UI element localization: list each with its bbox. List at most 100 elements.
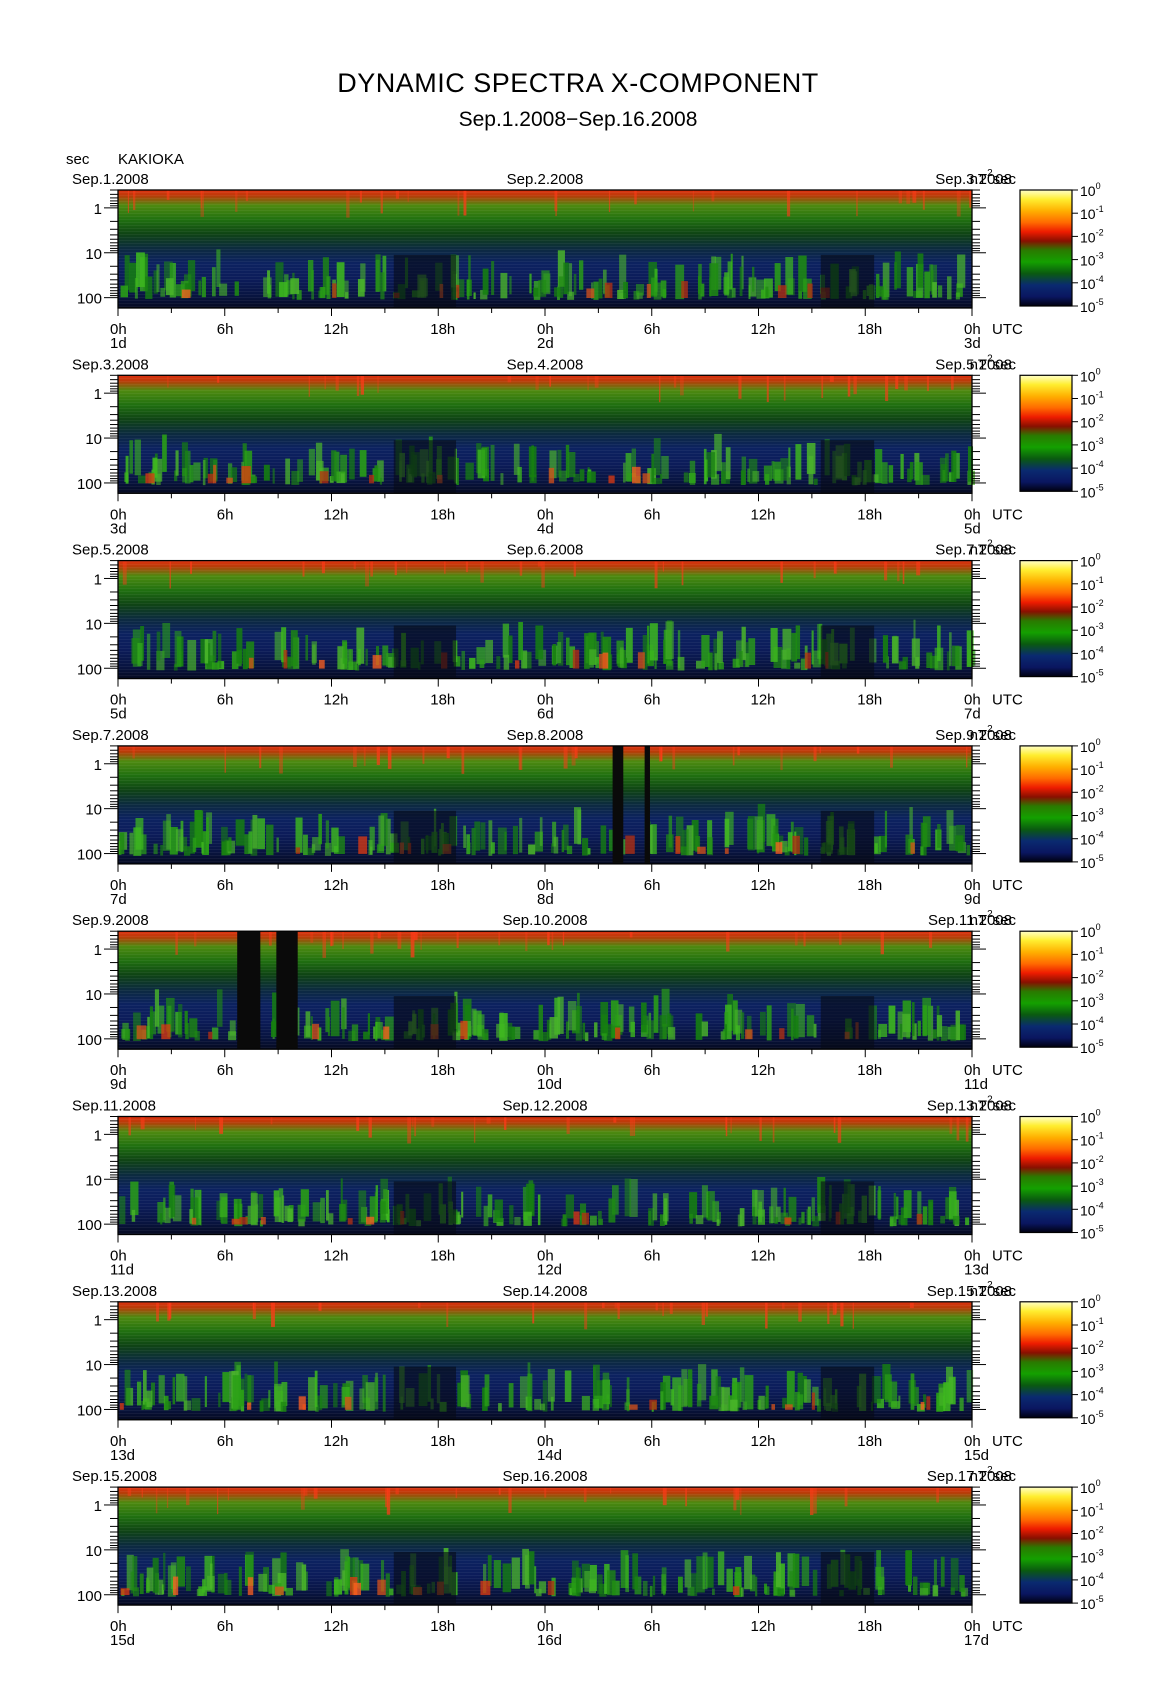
spectrum-streak — [245, 190, 249, 202]
spectrum-burst — [284, 1205, 290, 1221]
spectrum-streak — [122, 560, 127, 585]
spectrum-burst — [619, 292, 626, 299]
spectrum-hotspot — [247, 1402, 252, 1410]
spectrum-burst — [219, 283, 228, 296]
spectrum-burst — [912, 1002, 915, 1036]
spectrum-hotspot — [383, 1026, 390, 1040]
spectrum-streak — [685, 1487, 687, 1507]
spectrum-burst — [485, 639, 494, 664]
spectrum-burst — [137, 475, 147, 484]
spectrum-hotspot — [547, 1580, 555, 1596]
spectrum-burst — [571, 1577, 580, 1593]
spectrum-burst — [183, 1376, 188, 1411]
spectrum-burst — [697, 275, 702, 294]
spectrum-burst — [946, 810, 954, 844]
spectrum-burst — [706, 1556, 714, 1588]
spectrum-burst — [662, 1023, 668, 1039]
spectrum-burst — [281, 1381, 288, 1407]
spectrum-burst — [295, 817, 303, 853]
spectrum-quiet-zone — [393, 254, 457, 308]
x-tick-label: 12h — [751, 1062, 776, 1079]
spectrum-burst — [527, 1373, 533, 1412]
spectrum-burst — [457, 279, 465, 298]
spectrum-burst — [491, 842, 495, 854]
spectrum-streak — [346, 190, 350, 218]
spectrum-burst — [926, 652, 933, 668]
spectrum-burst — [589, 1564, 597, 1592]
spectrum-burst — [675, 264, 685, 300]
date-right: Sep.3.2008 — [935, 171, 1012, 188]
spectrum-burst — [258, 1194, 264, 1219]
colorbar-tick-label: 10-3 — [1080, 1177, 1104, 1195]
spectrum-burst — [224, 1572, 228, 1595]
spectrum-hotspot — [586, 288, 595, 298]
spectrum-burst — [631, 448, 637, 478]
colorbar — [1019, 745, 1073, 863]
spectrum-streak — [420, 931, 422, 950]
spectrum-streak — [387, 745, 392, 761]
spectrum-burst — [141, 1400, 144, 1411]
spectrum-burst — [333, 1383, 338, 1408]
spectrum-burst — [653, 438, 661, 476]
spectrum-burst — [907, 468, 912, 483]
spectrum-burst — [274, 1361, 278, 1399]
spectrum-burst — [746, 1015, 752, 1039]
spectrum-hotspot — [910, 842, 915, 854]
spectrum-burst — [882, 635, 889, 663]
spectrum-burst — [130, 1571, 134, 1594]
y-tick-label: 100 — [77, 1588, 102, 1605]
spectrum-burst — [884, 810, 888, 848]
spectrum-streak — [847, 375, 851, 397]
spectrum-burst — [326, 276, 331, 299]
spectrum-burst — [497, 827, 507, 855]
spectrum-burst — [878, 1023, 888, 1038]
spectrum-burst — [701, 635, 710, 667]
spectrum-streak — [227, 1487, 230, 1501]
spectrum-burst — [919, 1588, 929, 1596]
x-tick-label: 18h — [430, 877, 455, 894]
spectrum-burst — [229, 1020, 236, 1036]
spectrum-streak — [322, 931, 327, 958]
colorbar-tick-exp: -2 — [1096, 969, 1104, 979]
spectrum-quiet-zone — [393, 1366, 457, 1420]
spectrum-burst — [529, 273, 532, 294]
spectrum-burst — [134, 277, 138, 299]
colorbar-tick-exp: -4 — [1096, 1386, 1104, 1396]
spectrum-quiet-zone — [820, 1366, 875, 1420]
spectrum-burst — [636, 292, 643, 299]
spectrum-streak — [486, 1116, 491, 1124]
spectrum-hotspot — [318, 659, 325, 669]
spectrum-hotspot — [136, 1025, 147, 1040]
spectrum-burst — [150, 1382, 155, 1406]
spectrum-burst — [872, 474, 879, 483]
colorbar-tick-base: 10 — [1080, 994, 1096, 1010]
spectrum-streak — [321, 560, 325, 574]
spectrum-burst — [766, 1005, 772, 1041]
colorbar-tick-exp: -5 — [1096, 1038, 1104, 1048]
spectrum-streak — [397, 931, 402, 949]
colorbar-tick-base: 10 — [1080, 1110, 1096, 1126]
spectrum-burst — [660, 1391, 664, 1411]
spectrum-burst — [248, 831, 253, 854]
colorbar-tick-exp: -2 — [1096, 1339, 1104, 1349]
spectrum-burst — [774, 469, 784, 484]
spectrum-burst — [725, 811, 734, 845]
spectrum-burst — [584, 1570, 591, 1592]
day-mid: 4d — [537, 520, 554, 537]
spectrum-hotspot — [181, 289, 191, 298]
colorbar-unit: nT2sec — [970, 353, 1017, 373]
spectrum-burst — [200, 638, 205, 664]
spectrum-burst — [628, 1006, 635, 1033]
spectrum-burst — [967, 446, 974, 482]
spectrum-burst — [318, 813, 322, 845]
spectrum-hotspot — [771, 1404, 776, 1410]
spectrum-burst — [232, 1375, 241, 1410]
spectrum-burst — [709, 1395, 719, 1410]
spectrum-burst — [274, 1383, 283, 1412]
spectrum-burst — [518, 622, 523, 660]
spectrum-hotspot — [377, 1579, 386, 1596]
x-tick-label: 12h — [751, 506, 776, 523]
spectrum-burst — [604, 1563, 610, 1594]
x-tick-label: 0h — [964, 1062, 981, 1079]
